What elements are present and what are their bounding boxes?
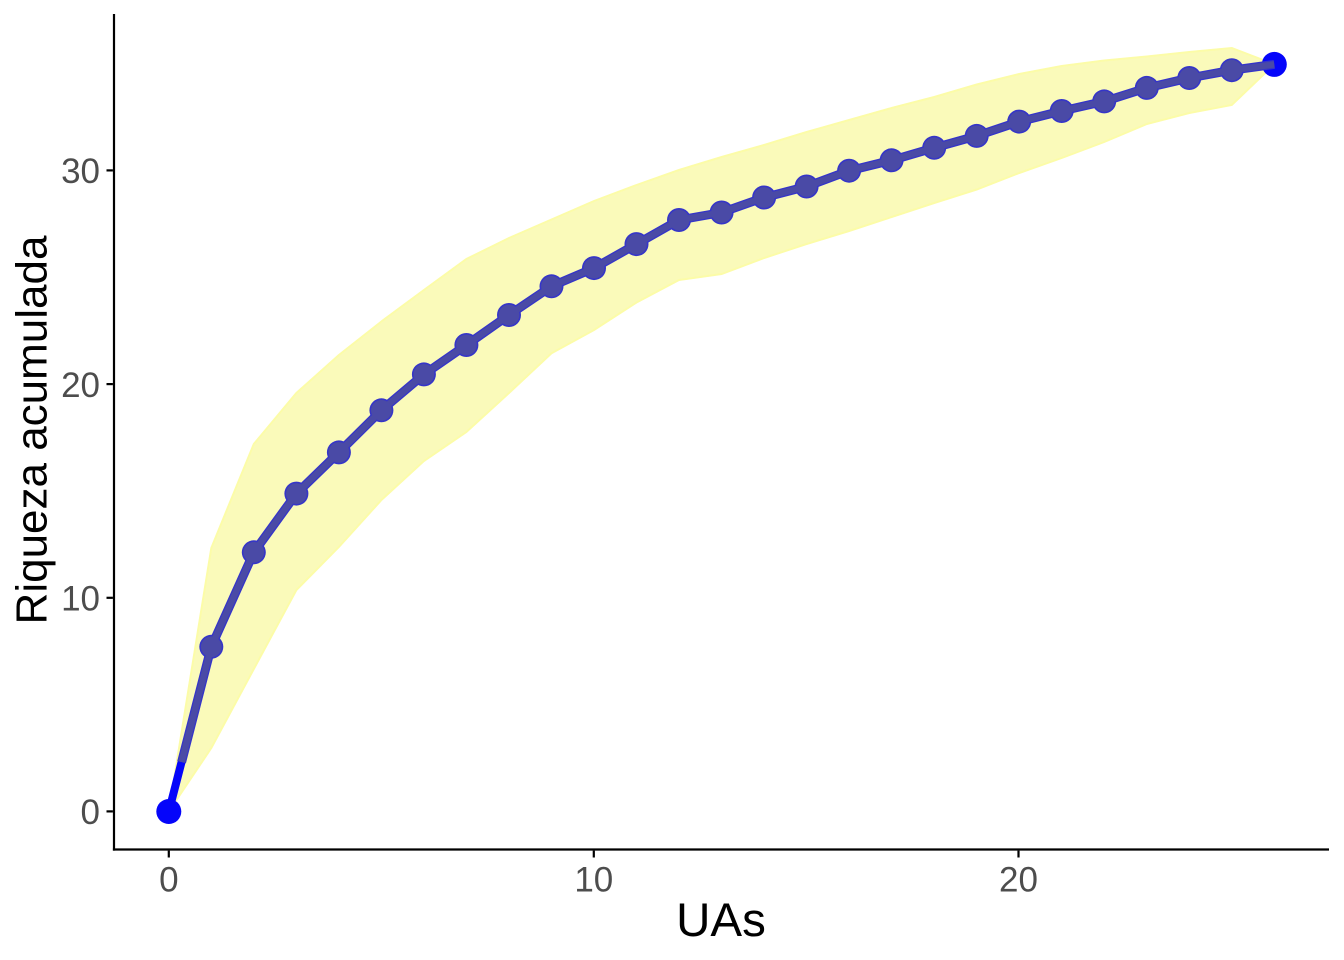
svg-text:10: 10 [61,580,100,619]
svg-text:20: 20 [999,860,1038,899]
svg-text:0: 0 [159,860,178,899]
svg-text:0: 0 [81,793,100,832]
svg-text:20: 20 [61,366,100,405]
svg-text:Riqueza acumulada: Riqueza acumulada [8,235,57,624]
svg-text:UAs: UAs [676,894,766,947]
svg-text:10: 10 [574,860,613,899]
svg-text:30: 30 [61,152,100,191]
